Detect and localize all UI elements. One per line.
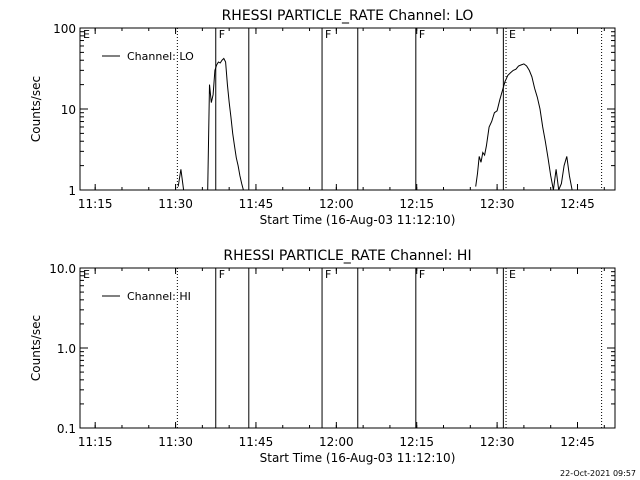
x-tick-label: 11:45 <box>239 197 274 211</box>
x-tick-label: 12:15 <box>399 435 434 449</box>
x-tick-label: 12:00 <box>319 435 354 449</box>
x-tick-label: 12:45 <box>560 435 595 449</box>
x-tick-label: 11:15 <box>78 197 113 211</box>
event-marker-label: F <box>219 268 225 281</box>
chart-hi-channel: RHESSI PARTICLE_RATE Channel: HI E F F F E 11:… <box>29 248 616 465</box>
y-axis-label: Counts/sec <box>29 76 43 142</box>
plot-timestamp: 22-Oct-2021 09:57 <box>560 469 636 478</box>
y-tick-label: 10.0 <box>49 262 76 276</box>
series-line <box>207 57 247 190</box>
x-tick-label: 12:30 <box>480 435 515 449</box>
event-marker-label: E <box>83 28 90 41</box>
event-marker-label: F <box>419 268 425 281</box>
event-marker-label: F <box>219 28 225 41</box>
event-marker-label: E <box>509 28 516 41</box>
x-axis-label: Start Time (16-Aug-03 11:12:10) <box>260 213 456 227</box>
x-tick-label: 11:30 <box>158 435 193 449</box>
x-tick-label: 12:15 <box>399 197 434 211</box>
x-tick-label: 11:15 <box>78 435 113 449</box>
x-tick-label: 12:30 <box>480 197 515 211</box>
legend-label: Channel: HI <box>127 290 191 303</box>
y-tick-label: 1 <box>68 184 76 198</box>
y-tick-label: 100 <box>53 22 76 36</box>
series-line <box>475 63 573 190</box>
x-tick-label: 12:00 <box>319 197 354 211</box>
x-axis-label: Start Time (16-Aug-03 11:12:10) <box>260 451 456 465</box>
x-tick-label: 12:45 <box>560 197 595 211</box>
y-tick-label: 1.0 <box>57 342 76 356</box>
y-axis-label: Counts/sec <box>29 315 43 381</box>
y-tick-label: 10 <box>61 103 76 117</box>
series-line <box>177 169 185 190</box>
x-tick-label: 11:30 <box>158 197 193 211</box>
chart-title: RHESSI PARTICLE_RATE Channel: LO <box>222 8 474 24</box>
chart-lo-channel: RHESSI PARTICLE_RATE Channel: LO E F F F E 11:… <box>29 8 616 227</box>
event-marker-label: F <box>325 28 331 41</box>
chart-title: RHESSI PARTICLE_RATE Channel: HI <box>223 248 471 264</box>
event-marker-label: F <box>419 28 425 41</box>
y-tick-label: 0.1 <box>57 422 76 436</box>
x-tick-label: 11:45 <box>239 435 274 449</box>
event-marker-label: E <box>509 268 516 281</box>
legend-label: Channel: LO <box>127 50 194 63</box>
event-marker-label: E <box>83 268 90 281</box>
event-marker-label: F <box>325 268 331 281</box>
